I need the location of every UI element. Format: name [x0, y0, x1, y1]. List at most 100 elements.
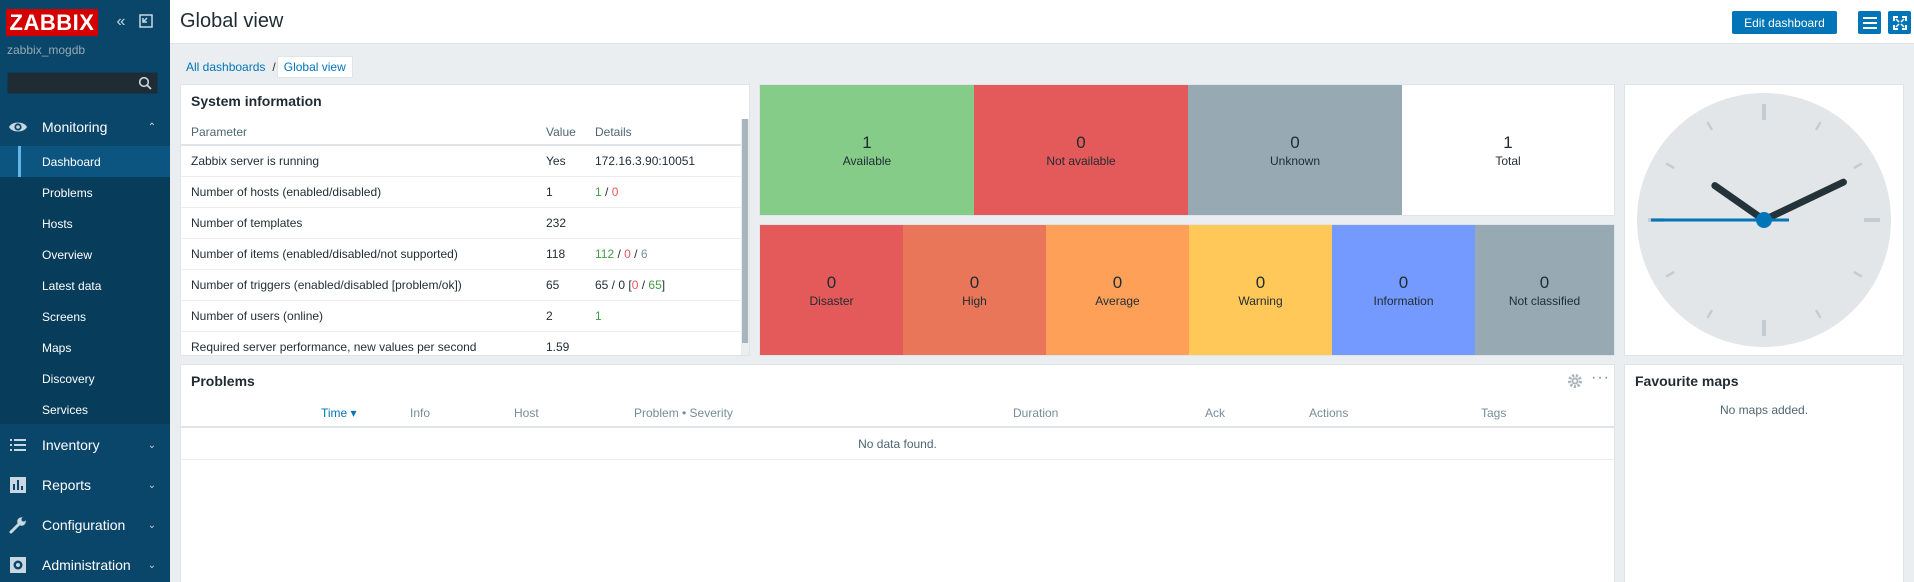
clock-tick	[1853, 270, 1863, 278]
search-icon[interactable]	[138, 76, 152, 90]
severity-count: 0	[1112, 272, 1123, 292]
column-header-duration: Duration	[1013, 406, 1059, 420]
sidebar-item-overview[interactable]: Overview	[42, 247, 93, 262]
triggers-suffix: ]	[661, 277, 666, 292]
severity-high[interactable]: 0 High	[903, 225, 1046, 355]
nav-inventory[interactable]: Inventory ⌄	[0, 425, 170, 465]
sidebar-item-screens[interactable]: Screens	[42, 309, 87, 324]
severity-label: Average	[1095, 293, 1140, 308]
system-information-widget: System information Parameter Value Detai…	[180, 84, 750, 356]
details-cell: 112 / 0 / 6	[595, 238, 741, 270]
online-count: 1	[595, 308, 602, 323]
parameter-cell: Zabbix server is running	[181, 145, 546, 177]
fullscreen-button[interactable]	[1888, 11, 1911, 34]
column-header: Value	[546, 119, 595, 146]
severity-warning[interactable]: 0 Warning	[1189, 225, 1332, 355]
availability-count: 0	[1290, 132, 1300, 152]
widget-title: Favourite maps	[1635, 373, 1739, 389]
severity-average[interactable]: 0 Average	[1046, 225, 1189, 355]
fullscreen-icon	[1892, 15, 1907, 30]
severity-disaster[interactable]: 0 Disaster	[760, 225, 903, 355]
disabled-count: 0	[611, 184, 619, 199]
monitoring-submenu: Dashboard Problems Hosts Overview Latest…	[0, 146, 170, 424]
search-input[interactable]	[8, 73, 128, 93]
gear-icon[interactable]	[1567, 373, 1583, 389]
hide-sidebar-icon[interactable]	[138, 13, 154, 29]
value-cell: 1	[546, 176, 595, 208]
scrollbar-thumb[interactable]	[742, 119, 748, 343]
clock-tick	[1853, 162, 1863, 170]
column-header-problem-severity: Problem • Severity	[634, 406, 733, 420]
clock-tick	[1665, 270, 1675, 278]
breadcrumb-current[interactable]: Global view	[276, 56, 353, 78]
edit-dashboard-button[interactable]: Edit dashboard	[1732, 11, 1837, 34]
value-cell: 232	[546, 207, 595, 239]
nav-monitoring[interactable]: Monitoring ⌃	[0, 107, 170, 147]
severity-information[interactable]: 0 Information	[1332, 225, 1475, 355]
nav-monitoring-label: Monitoring	[42, 119, 108, 135]
severity-not-classified[interactable]: 0 Not classified	[1475, 225, 1614, 355]
breadcrumb-all-dashboards[interactable]: All dashboards	[186, 60, 266, 74]
page-title: Global view	[180, 10, 284, 32]
dashboard-actions-button[interactable]	[1858, 11, 1881, 34]
sidebar-item-discovery[interactable]: Discovery	[42, 371, 95, 386]
nav-administration[interactable]: Administration ⌄	[0, 545, 170, 582]
widget-title: Problems	[191, 373, 255, 389]
sidebar-item-hosts[interactable]: Hosts	[42, 216, 73, 231]
clock-widget	[1624, 84, 1904, 356]
column-header: Details	[595, 119, 741, 146]
column-header-ack: Ack	[1205, 406, 1226, 420]
enabled-count: 112	[595, 246, 615, 261]
parameter-cell: Number of users (online)	[181, 300, 546, 332]
clock-tick	[1706, 121, 1714, 131]
chevron-down-icon: ⌄	[147, 439, 157, 451]
column-header-time[interactable]: Time ▾	[321, 406, 357, 420]
search-field[interactable]	[7, 72, 158, 94]
nav-inventory-label: Inventory	[42, 437, 100, 453]
enabled-count: 1	[595, 184, 602, 199]
severity-count: 0	[1539, 272, 1550, 292]
wrench-icon	[9, 517, 26, 534]
availability-unknown[interactable]: 0 Unknown	[1188, 85, 1402, 215]
availability-not-available[interactable]: 0 Not available	[974, 85, 1188, 215]
parameter-cell: Required server performance, new values …	[181, 331, 546, 355]
separator: /	[630, 246, 641, 261]
details-cell: 1 / 0	[595, 176, 741, 208]
severity-label: Information	[1373, 293, 1434, 308]
table-row: Zabbix server is running Yes 172.16.3.90…	[181, 145, 741, 177]
availability-total[interactable]: 1 Total	[1402, 85, 1614, 215]
problems-by-severity-widget: 0 Disaster 0 High 0 Average 0 Warning 0 …	[759, 224, 1615, 356]
sidebar-item-maps[interactable]: Maps	[42, 340, 72, 355]
scrollbar[interactable]	[741, 119, 749, 355]
sidebar: ZABBIX « zabbix_mogdb Monitoring ⌃ Dashb…	[0, 0, 170, 582]
availability-count: 1	[1503, 132, 1513, 152]
more-options-icon[interactable]: ···	[1591, 369, 1610, 386]
brand-row: ZABBIX «	[0, 0, 170, 44]
severity-label: Not classified	[1508, 293, 1581, 308]
nav-configuration[interactable]: Configuration ⌄	[0, 505, 170, 545]
table-row: Number of items (enabled/disabled/not su…	[181, 238, 741, 270]
separator: /	[601, 184, 612, 199]
nav-reports[interactable]: Reports ⌄	[0, 465, 170, 505]
sidebar-item-problems[interactable]: Problems	[42, 185, 93, 200]
details-cell: 172.16.3.90:10051	[595, 145, 741, 177]
menu-icon	[1862, 16, 1877, 29]
parameter-cell: Number of items (enabled/disabled/not su…	[181, 238, 546, 270]
sidebar-item-dashboard[interactable]: Dashboard	[0, 146, 170, 177]
zabbix-logo[interactable]: ZABBIX	[6, 9, 98, 36]
problems-widget: Problems ··· Time ▾ Info Host Problem • …	[180, 364, 1615, 582]
separator: /	[638, 277, 649, 292]
chevron-up-icon: ⌃	[147, 121, 157, 133]
clock-center	[1756, 212, 1772, 228]
sidebar-item-services[interactable]: Services	[42, 402, 89, 417]
collapse-sidebar-icon[interactable]: «	[116, 13, 126, 30]
eye-icon	[9, 122, 27, 132]
sidebar-item-latest-data[interactable]: Latest data	[42, 278, 102, 293]
list-icon	[10, 439, 26, 451]
minute-hand	[1760, 178, 1847, 224]
ok-count: 65	[648, 277, 662, 292]
availability-available[interactable]: 1 Available	[760, 85, 974, 215]
availability-label: Not available	[1046, 153, 1116, 168]
availability-label: Unknown	[1269, 153, 1321, 168]
breadcrumb: All dashboards / Global view	[180, 56, 353, 78]
